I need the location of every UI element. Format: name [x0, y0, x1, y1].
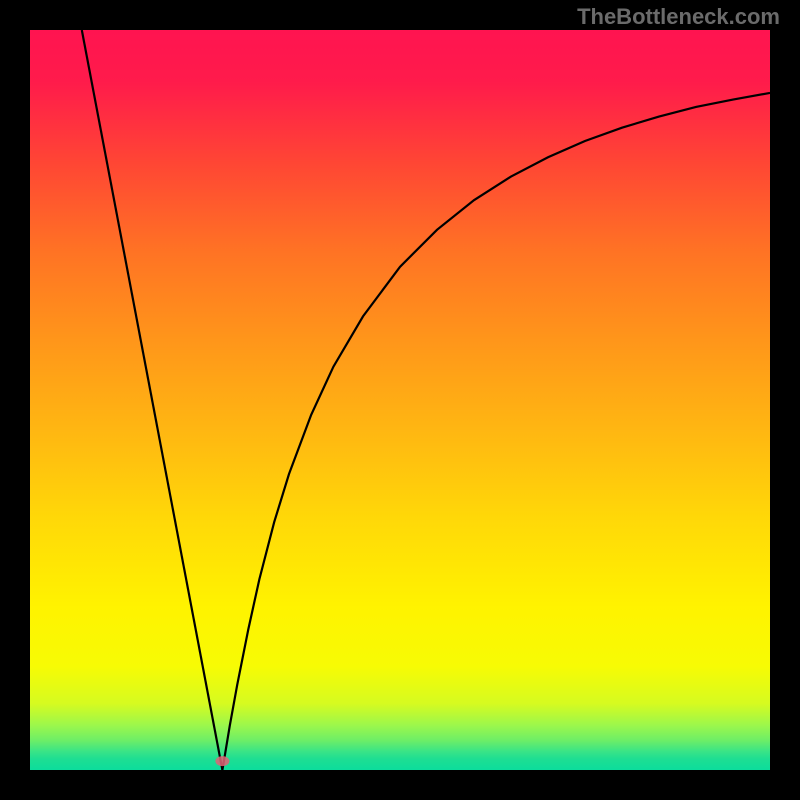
plot-area	[30, 30, 770, 770]
attribution-label: TheBottleneck.com	[577, 4, 780, 30]
gradient-background	[30, 30, 770, 770]
